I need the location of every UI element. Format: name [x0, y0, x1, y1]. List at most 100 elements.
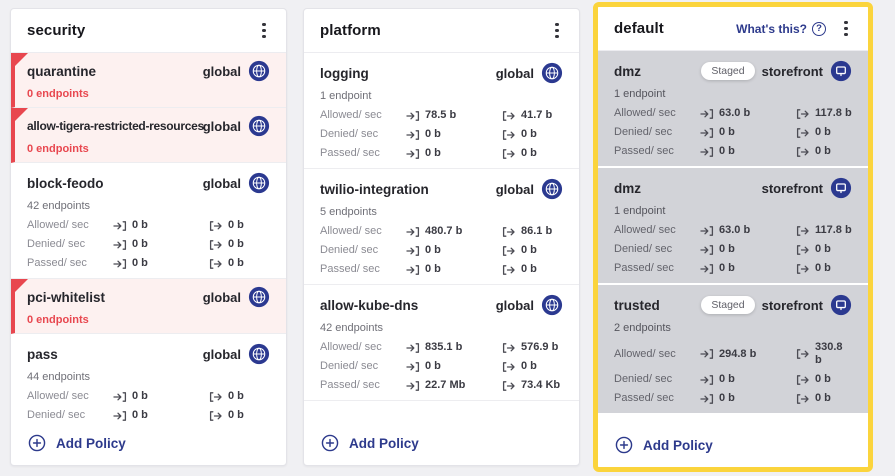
egress-icon	[796, 393, 809, 404]
ingress-metric: 0 b	[406, 128, 502, 141]
policy-card[interactable]: allow-tigera-restricted-resources global…	[11, 108, 286, 163]
metric-in-value: 0 b	[132, 409, 148, 421]
metric-out-value: 0 b	[228, 238, 244, 250]
policy-card[interactable]: pass global 44 endpoints Allowed/ sec	[11, 334, 286, 421]
endpoint-count: 5 endpoints	[320, 206, 377, 218]
tier-menu-button[interactable]	[549, 19, 565, 43]
policy-scope-label: global	[495, 297, 534, 313]
ingress-icon	[406, 361, 420, 372]
policy-card-list: dmz Staged storefront 1 endpoint Allowed…	[598, 51, 868, 423]
passed-metric-row: Passed/ sec 0 b 0 b	[614, 392, 852, 405]
global-scope-icon	[541, 62, 563, 84]
denied-metric-row: Denied/ sec 0 b 0 b	[27, 409, 270, 421]
policy-card[interactable]: quarantine global 0 endpoints	[11, 53, 286, 108]
tier-title: security	[27, 22, 86, 39]
policy-scope-label: global	[202, 175, 241, 191]
add-policy-button[interactable]: Add Policy	[304, 421, 579, 465]
policy-card-header: allow-kube-dns global	[320, 294, 563, 316]
policy-name: logging	[320, 65, 369, 81]
endpoint-count: 1 endpoint	[320, 90, 372, 102]
allowed-metric-row: Allowed/ sec 0 b 0 b	[27, 390, 270, 403]
ingress-metric: 0 b	[113, 219, 209, 232]
policy-card[interactable]: trusted Staged storefront 2 endpoints Al…	[598, 285, 868, 415]
namespace-scope-icon	[830, 60, 852, 82]
egress-metric: 0 b	[209, 238, 270, 251]
metric-label: Allowed/ sec	[27, 219, 89, 231]
metric-out-value: 0 b	[228, 409, 244, 421]
policy-card[interactable]: block-feodo global 42 endpoints Allowed/…	[11, 163, 286, 279]
scope-badge	[541, 294, 563, 316]
egress-icon	[209, 239, 222, 250]
policy-card[interactable]: logging global 1 endpoint Allowed/ sec	[304, 53, 579, 169]
policy-card[interactable]: dmz storefront 1 endpoint Allowed/ sec	[598, 168, 868, 285]
metric-in-value: 0 b	[132, 390, 148, 402]
global-scope-icon	[248, 60, 270, 82]
metric-out-value: 0 b	[521, 360, 537, 372]
egress-metric: 0 b	[209, 409, 270, 421]
tier-menu-button[interactable]	[838, 17, 854, 41]
egress-metric: 0 b	[796, 145, 852, 158]
policy-card-header: pci-whitelist global	[27, 286, 270, 308]
metric-label: Passed/ sec	[320, 147, 380, 159]
policy-scope-label: storefront	[761, 63, 823, 79]
ingress-icon	[700, 146, 714, 157]
policy-card-header: dmz Staged storefront	[614, 60, 852, 82]
metrics: Allowed/ sec 835.1 b 576.9 b Denied/ sec…	[320, 341, 563, 392]
egress-metric: 330.8 b	[796, 341, 852, 367]
metric-in-value: 0 b	[719, 373, 735, 385]
ingress-icon	[406, 342, 420, 353]
policy-scope-label: global	[495, 181, 534, 197]
plus-circle-icon	[28, 434, 46, 452]
metric-label: Passed/ sec	[320, 379, 380, 391]
metric-out-value: 73.4 Kb	[521, 379, 561, 391]
policy-card[interactable]: allow-kube-dns global 42 endpoints Allow…	[304, 285, 579, 401]
scope-badge	[248, 286, 270, 308]
metric-out-value: 0 b	[228, 257, 244, 269]
denied-metric-row: Denied/ sec 0 b 0 b	[614, 126, 852, 139]
whats-this-link[interactable]: What's this?	[736, 21, 826, 36]
ingress-metric: 22.7 Mb	[406, 379, 502, 392]
metrics: Allowed/ sec 0 b 0 b Denied/ sec 0 b	[27, 390, 270, 421]
metric-out-value: 0 b	[521, 244, 537, 256]
tier-title: default	[614, 20, 664, 37]
policy-card[interactable]: twilio-integration global 5 endpoints Al…	[304, 169, 579, 285]
policy-card[interactable]: dmz Staged storefront 1 endpoint Allowed…	[598, 51, 868, 168]
policy-name: twilio-integration	[320, 181, 429, 197]
namespace-scope-icon	[830, 294, 852, 316]
metric-label: Passed/ sec	[614, 262, 674, 274]
add-policy-button[interactable]: Add Policy	[11, 421, 286, 465]
egress-metric: 0 b	[502, 263, 563, 276]
policy-card-list: quarantine global 0 endpoints allow-tige…	[11, 53, 286, 421]
ingress-icon	[406, 245, 420, 256]
staged-badge: Staged	[701, 296, 755, 314]
scope-badge	[830, 177, 852, 199]
egress-metric: 41.7 b	[502, 109, 563, 122]
metrics: Allowed/ sec 78.5 b 41.7 b Denied/ sec 0…	[320, 109, 563, 160]
metric-label: Passed/ sec	[27, 257, 87, 269]
egress-icon	[796, 108, 809, 119]
egress-icon	[796, 349, 809, 359]
add-policy-button[interactable]: Add Policy	[598, 423, 868, 467]
policy-card[interactable]: pci-whitelist global 0 endpoints	[11, 279, 286, 334]
tier-menu-button[interactable]	[256, 19, 272, 43]
egress-icon	[502, 361, 515, 372]
policy-name: quarantine	[27, 63, 97, 79]
metric-out-value: 576.9 b	[521, 341, 559, 353]
metric-label: Denied/ sec	[320, 128, 379, 140]
egress-icon	[502, 129, 515, 140]
egress-metric: 117.8 b	[796, 107, 852, 120]
ingress-metric: 0 b	[700, 392, 796, 405]
ingress-metric: 835.1 b	[406, 341, 502, 354]
egress-icon	[209, 410, 222, 421]
ingress-icon	[113, 258, 127, 269]
egress-metric: 0 b	[796, 262, 852, 275]
metric-in-value: 0 b	[132, 257, 148, 269]
help-circle-icon	[812, 21, 826, 36]
policy-card-header: logging global	[320, 62, 563, 84]
metric-in-value: 480.7 b	[425, 225, 463, 237]
scope-badge	[248, 172, 270, 194]
policy-card[interactable]: trusted storefront	[598, 415, 868, 423]
policy-scope-label: storefront	[761, 297, 823, 313]
egress-icon	[209, 391, 222, 402]
